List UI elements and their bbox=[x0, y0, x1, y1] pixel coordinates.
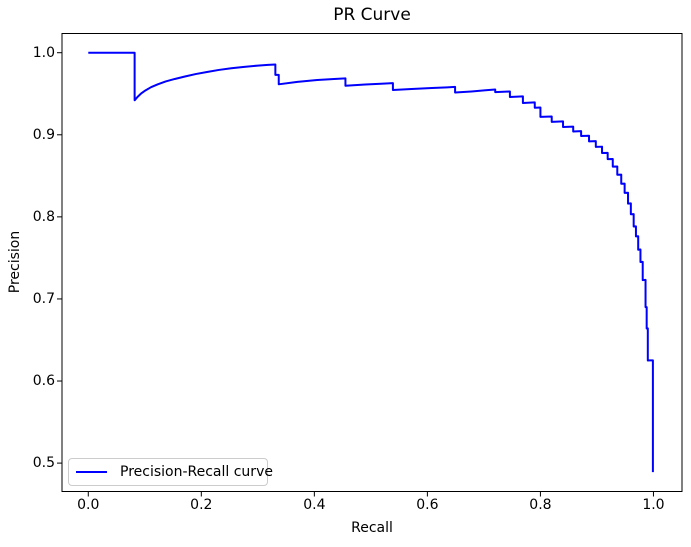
legend-line-sample bbox=[76, 470, 107, 474]
chart-title: PR Curve bbox=[333, 5, 411, 25]
x-tick-label: 1.0 bbox=[642, 497, 665, 513]
legend: Precision-Recall curve bbox=[68, 458, 273, 486]
legend-label: Precision-Recall curve bbox=[120, 464, 273, 480]
y-tick-label: 0.9 bbox=[32, 126, 55, 143]
y-tick-label: 0.5 bbox=[32, 455, 55, 472]
y-tick-label: 0.8 bbox=[32, 208, 55, 225]
x-tick-label: 0.4 bbox=[303, 497, 326, 513]
y-tick-label: 0.6 bbox=[32, 373, 55, 390]
y-tick-label: 1.0 bbox=[32, 44, 55, 61]
x-tick-label: 0.8 bbox=[529, 497, 552, 513]
y-axis-label: Precision bbox=[7, 230, 23, 294]
pr-curve-line bbox=[88, 51, 654, 473]
x-tick-label: 0.2 bbox=[190, 497, 213, 513]
x-axis-label: Recall bbox=[351, 520, 393, 536]
axes-spines bbox=[61, 33, 683, 492]
x-tick-label: 0.6 bbox=[416, 497, 439, 513]
x-tick-label: 0.0 bbox=[77, 497, 100, 513]
y-tick-label: 0.7 bbox=[32, 290, 55, 307]
